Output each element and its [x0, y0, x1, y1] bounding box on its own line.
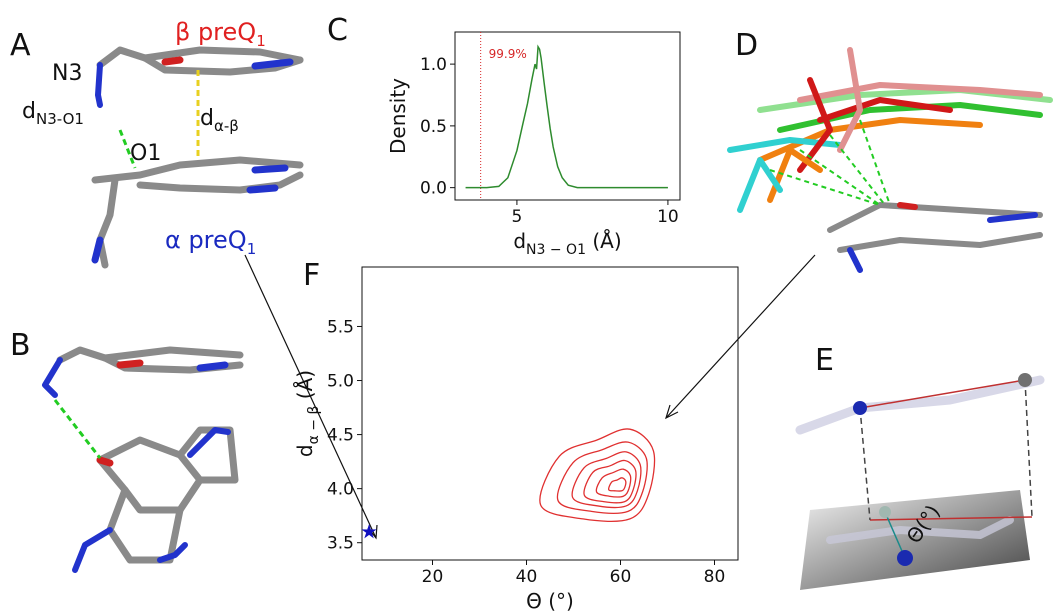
label-sub: N3 − O1: [526, 242, 586, 258]
beta-label: β preQ1: [175, 18, 266, 50]
label-sub: N3-O1: [36, 110, 84, 128]
y-tick-label: 0.0: [420, 179, 447, 199]
atom-label: O1: [130, 141, 161, 166]
y-tick-label: 4.5: [327, 426, 354, 446]
y-tick-label: 5.5: [327, 317, 354, 337]
x-tick-label: 40: [516, 567, 538, 587]
plot-frame: [362, 267, 738, 560]
figure: A B C D E F β preQ1 N3 dN3-O1 dα-β O1 α …: [0, 0, 1060, 611]
axis-label: Θ (°): [526, 589, 574, 611]
x-tick-label: 10: [657, 207, 679, 227]
ensemble: [730, 50, 1050, 270]
label-sub: α-β: [214, 117, 239, 135]
y-tick-label: 4.0: [327, 480, 354, 500]
page: {"panels": { "A": {"letter": "A", "beta"…: [0, 0, 1060, 611]
contour-line: [540, 429, 655, 521]
label-rest: (Å): [293, 370, 317, 406]
panel-letter: E: [815, 343, 834, 378]
distance-label: dN3-O1: [22, 99, 84, 128]
label-rest: (Å): [586, 229, 622, 253]
label-main: d: [22, 99, 36, 124]
panel-letter: C: [327, 13, 348, 48]
x-tick-label: 80: [704, 567, 726, 587]
label-sub: α − β: [306, 406, 322, 445]
molecule-beta: [98, 50, 300, 105]
panel-letter: B: [10, 328, 31, 363]
y-tick-label: 5.0: [327, 372, 354, 392]
threshold-label: 99.9%: [489, 47, 527, 61]
density-line: [466, 47, 668, 188]
y-tick-label: 1.0: [420, 55, 447, 75]
molecule-b: [45, 350, 240, 570]
label-main: d: [200, 106, 214, 131]
axis-label: dN3 − O1 (Å): [513, 229, 621, 258]
h-bond: [55, 400, 100, 458]
panel-letter: A: [10, 28, 31, 63]
axis-label: dα − β (Å): [293, 370, 322, 457]
y-tick-label: 0.5: [420, 117, 447, 137]
atom-label: N3: [52, 61, 82, 86]
distance-label: dα-β: [200, 106, 239, 135]
x-tick-label: 5: [511, 207, 522, 227]
label-sub: 1: [247, 240, 257, 258]
axis-label: Density: [386, 78, 410, 154]
label-main: d: [513, 229, 526, 253]
alpha-label: α preQ1: [165, 226, 256, 258]
contour-line: [609, 478, 626, 491]
label-main: β preQ: [175, 18, 256, 46]
label-main: α preQ: [165, 226, 247, 254]
label-main: d: [293, 444, 317, 457]
panel-letter: F: [303, 258, 320, 293]
y-tick-label: 3.5: [327, 534, 354, 554]
panel-letter: D: [735, 28, 758, 63]
x-tick-label: 20: [422, 567, 444, 587]
geometry: [800, 373, 1040, 590]
x-tick-label: 60: [610, 567, 632, 587]
label-sub: 1: [256, 32, 266, 50]
